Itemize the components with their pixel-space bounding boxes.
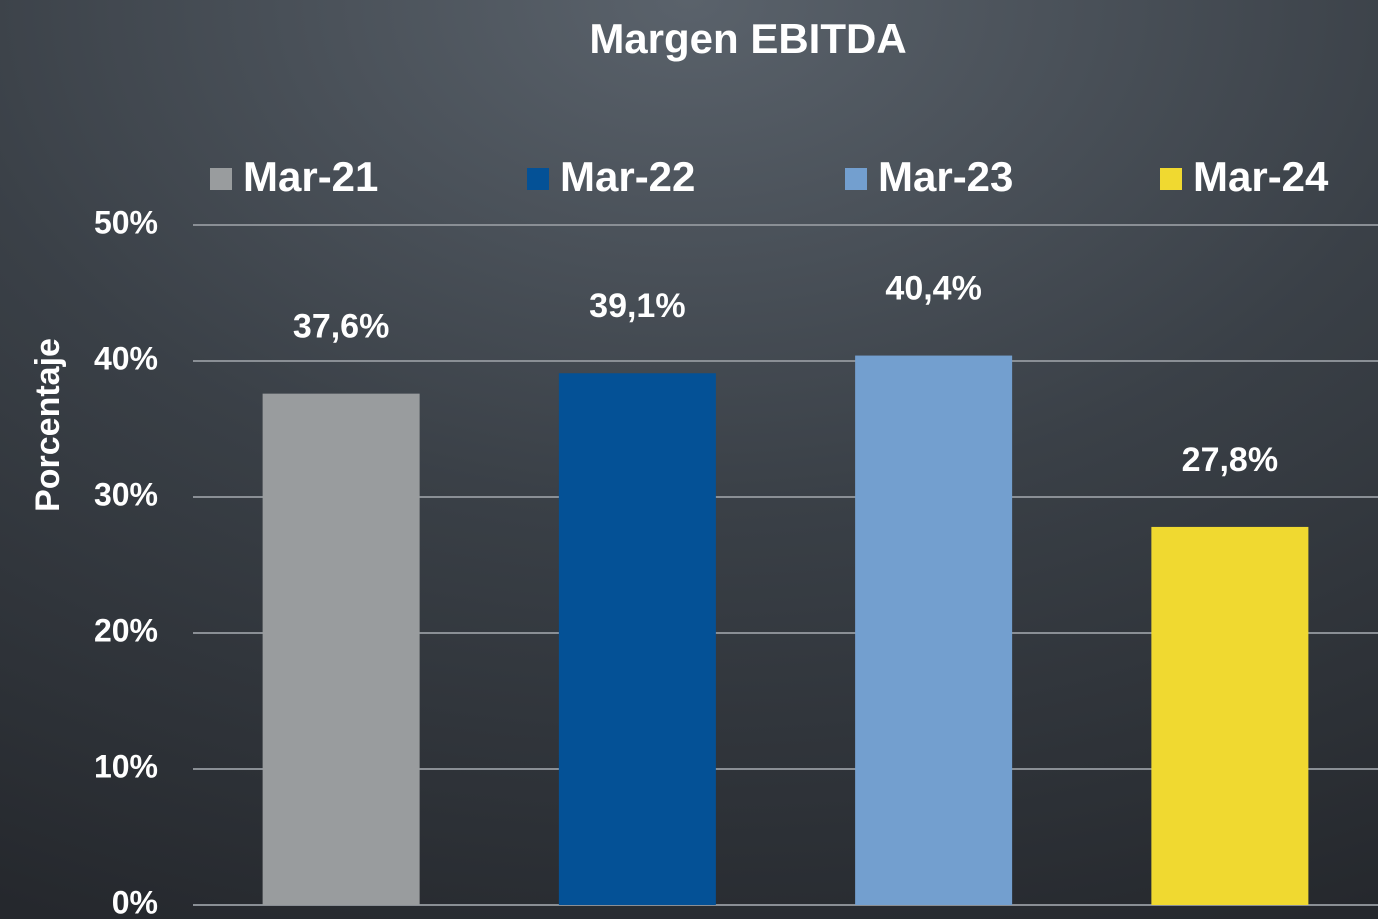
legend-label: Mar-23 (878, 153, 1013, 200)
bar (855, 355, 1013, 905)
y-tick-label: 0% (112, 884, 158, 919)
y-tick-label: 20% (94, 612, 158, 648)
legend-swatch (1160, 168, 1182, 190)
data-label: 27,8% (1182, 441, 1278, 479)
legend-swatch (210, 168, 232, 190)
y-tick-label: 50% (94, 204, 158, 240)
data-label: 37,6% (293, 308, 389, 346)
bar (1151, 526, 1309, 905)
y-tick-label: 10% (94, 748, 158, 784)
y-axis-label: Porcentaje (29, 338, 67, 512)
legend-swatch (845, 168, 867, 190)
y-tick-label: 40% (94, 340, 158, 376)
legend-swatch (527, 168, 549, 190)
legend-label: Mar-24 (1193, 153, 1329, 200)
chart-title: Margen EBITDA (589, 15, 906, 62)
data-label: 39,1% (589, 287, 685, 325)
y-tick-label: 30% (94, 476, 158, 512)
bar (262, 393, 420, 905)
legend-label: Mar-21 (243, 153, 378, 200)
legend-label: Mar-22 (560, 153, 695, 200)
bar (558, 373, 716, 905)
data-label: 40,4% (885, 270, 981, 308)
